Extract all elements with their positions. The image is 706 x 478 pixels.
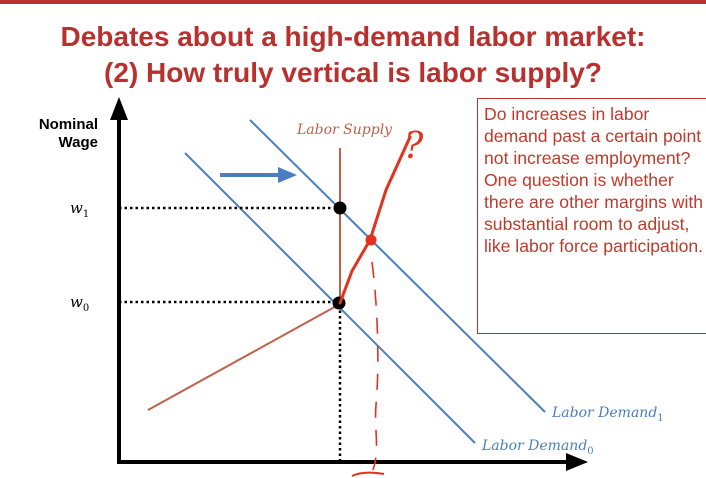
w0-axis-tick-label: w0 [70,293,89,314]
labor-demand-1-label: Labor Demand1 [551,405,664,424]
labor-demand-1-text: Labor Demand [551,405,657,421]
labor-supply-label: Labor Supply [296,122,393,138]
y-axis-arrowhead [110,97,128,120]
labor-demand-0-label: Labor Demand0 [481,438,594,457]
slide-title-line-2: (2) How truly vertical is labor supply? [104,57,602,88]
demand-shift-arrowhead [278,167,297,183]
hand-drawn-mark-bottom [351,471,385,477]
hand-drawn-dashed-line [371,261,379,471]
x-axis-arrowhead [566,453,588,471]
labor-demand-0-text: Labor Demand [481,438,587,454]
top-rule [0,0,706,4]
w1-axis-tick-label: w1 [70,199,89,220]
equilibrium-point-w1 [333,201,347,215]
labor-demand-1-subscript: 1 [657,413,663,424]
w1-subscript: 1 [83,209,89,220]
y-axis-label-line-2: Wage [59,134,98,151]
callout-box: Do increases in labor demand past a cert… [477,98,706,334]
labor-supply-lower-branch [147,303,341,411]
question-mark: ? [404,126,424,167]
y-axis-label-line-1: Nominal [39,116,98,133]
labor-demand-0-curve [184,152,476,444]
labor-demand-1-curve [249,119,546,413]
labor-demand-0-subscript: 0 [587,446,593,457]
w1-symbol: w [70,199,83,217]
w0-symbol: w [70,293,83,311]
slide-title-line-1: Debates about a high-demand labor market… [60,21,646,52]
hand-drawn-point [365,234,377,246]
w0-subscript: 0 [83,303,89,314]
